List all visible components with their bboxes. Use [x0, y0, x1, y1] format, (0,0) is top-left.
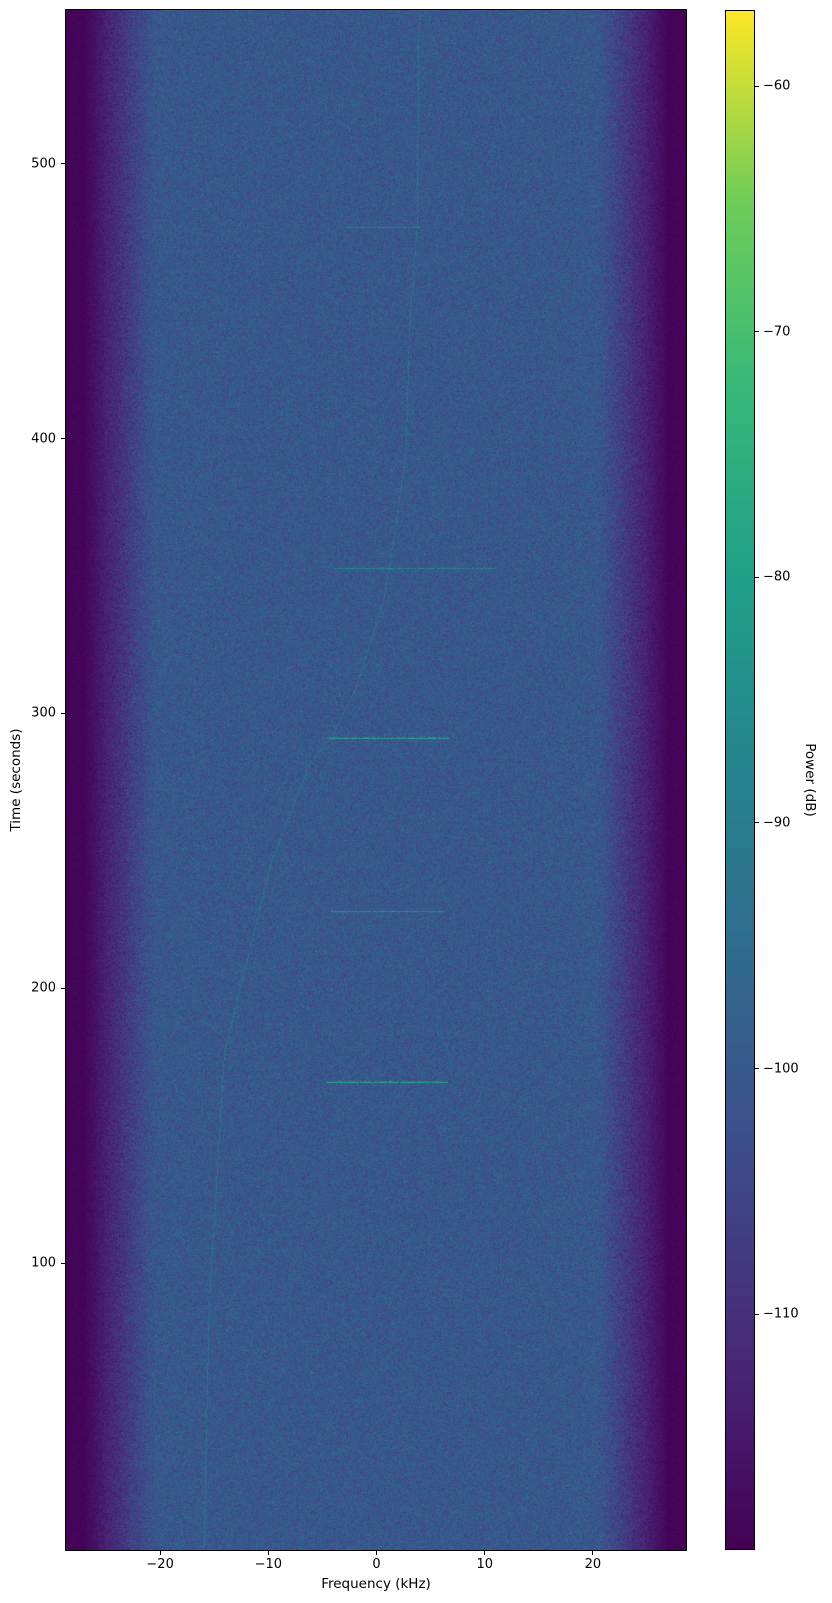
y-tick-mark: [61, 163, 65, 165]
y-tick-label: 500: [31, 156, 56, 172]
colorbar: [725, 10, 755, 1550]
x-tick-mark: [592, 1551, 594, 1555]
x-tick-label: 10: [476, 1557, 494, 1572]
colorbar-tick-mark: [755, 331, 759, 333]
colorbar-tick-mark: [755, 1068, 759, 1070]
y-tick-mark: [61, 1262, 65, 1264]
colorbar-tick-label: −110: [763, 1306, 799, 1322]
x-axis-label: Frequency (kHz): [321, 1576, 431, 1592]
spectrogram-canvas: [66, 10, 686, 1550]
y-tick-label: 300: [31, 705, 56, 721]
colorbar-tick-label: −60: [763, 78, 791, 94]
colorbar-tick-label: −70: [763, 324, 791, 340]
spectrogram-plot: [65, 9, 687, 1551]
colorbar-tick-mark: [755, 576, 759, 578]
colorbar-tick-label: −80: [763, 569, 791, 585]
y-axis-label: Time (seconds): [8, 728, 24, 832]
y-tick-label: 200: [31, 980, 56, 996]
x-tick-label: 20: [584, 1557, 602, 1572]
colorbar-tick-mark: [755, 1313, 759, 1315]
x-tick-label: 0: [372, 1557, 381, 1572]
colorbar-label: Power (dB): [802, 743, 818, 817]
y-tick-label: 400: [31, 431, 56, 447]
x-tick-label: −10: [254, 1557, 283, 1572]
colorbar-tick-label: −100: [763, 1061, 799, 1077]
x-tick-mark: [159, 1551, 161, 1555]
colorbar-tick-mark: [755, 822, 759, 824]
x-tick-mark: [484, 1551, 486, 1555]
y-tick-label: 100: [31, 1255, 56, 1271]
colorbar-tick-label: −90: [763, 815, 791, 831]
y-tick-mark: [61, 438, 65, 440]
colorbar-tick-mark: [755, 85, 759, 87]
y-tick-mark: [61, 987, 65, 989]
x-tick-mark: [376, 1551, 378, 1555]
y-tick-mark: [61, 712, 65, 714]
x-tick-label: −20: [146, 1557, 174, 1572]
x-tick-mark: [267, 1551, 269, 1555]
